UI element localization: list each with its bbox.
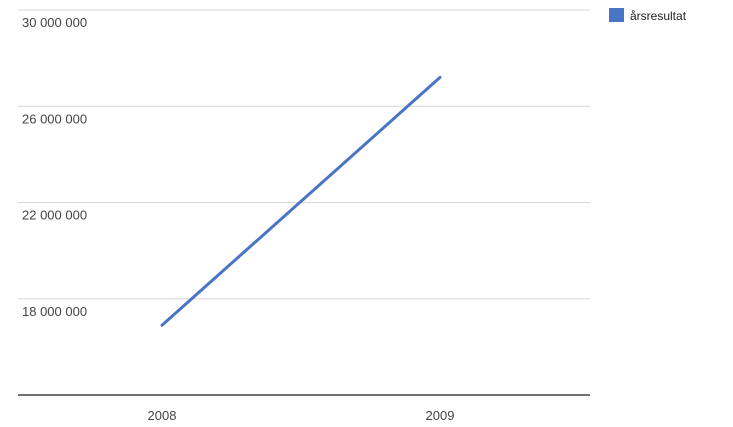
- gridlines: [18, 9, 590, 300]
- y-tick-label: 26 000 000: [22, 111, 87, 126]
- x-tick-label: 2008: [148, 408, 177, 423]
- legend: årsresultat: [609, 8, 687, 23]
- y-tick-label: 18 000 000: [22, 304, 87, 319]
- y-tick-label: 22 000 000: [22, 208, 87, 223]
- legend-label: årsresultat: [630, 9, 687, 23]
- y-axis-tick-labels: 18 000 000 22 000 000 26 000 000 30 000 000: [22, 15, 87, 319]
- series-line: [160, 75, 442, 327]
- series-lines: [160, 75, 442, 327]
- x-axis-tick-labels: 2008 2009: [148, 408, 455, 423]
- legend-swatch: [609, 8, 624, 22]
- y-tick-label: 30 000 000: [22, 15, 87, 30]
- x-tick-label: 2009: [426, 408, 455, 423]
